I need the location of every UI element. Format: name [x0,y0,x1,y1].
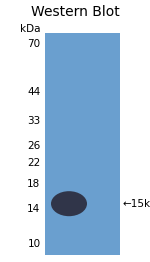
Text: 44: 44 [27,87,40,97]
Text: 33: 33 [27,116,40,126]
Text: kDa: kDa [20,24,40,35]
Text: 22: 22 [27,158,40,168]
Text: 26: 26 [27,141,40,151]
Text: ←15kDa: ←15kDa [123,199,150,209]
Text: Western Blot: Western Blot [31,4,119,19]
Bar [45,33,120,255]
Text: 70: 70 [27,39,40,49]
Text: 18: 18 [27,179,40,189]
Ellipse shape [51,191,87,216]
Text: 10: 10 [27,239,40,249]
Text: 14: 14 [27,204,40,214]
